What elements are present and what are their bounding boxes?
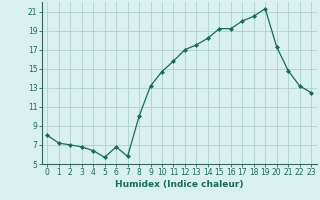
X-axis label: Humidex (Indice chaleur): Humidex (Indice chaleur)	[115, 180, 244, 189]
